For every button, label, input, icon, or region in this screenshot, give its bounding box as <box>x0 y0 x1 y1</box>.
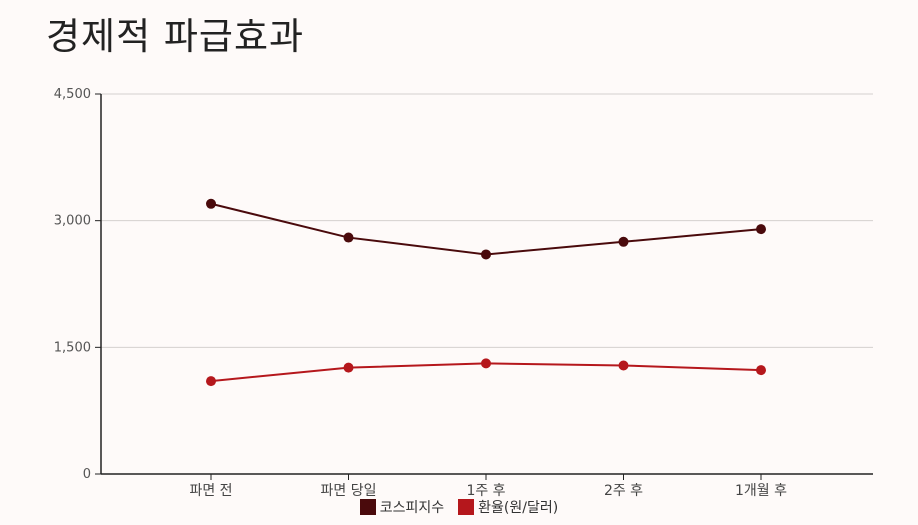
y-tick-label: 0 <box>83 467 91 482</box>
gridlines <box>101 93 873 348</box>
data-point[interactable] <box>756 365 766 376</box>
data-point[interactable] <box>618 360 629 371</box>
series-lines <box>210 202 762 383</box>
data-point[interactable] <box>756 224 766 235</box>
x-tick-label: 파면 당일 <box>321 483 377 499</box>
x-tick-label: 파면 전 <box>189 483 232 499</box>
legend-item-exchange-rate[interactable]: 환율(원/달러) <box>458 497 558 517</box>
y-tick-label: 4,500 <box>54 87 91 102</box>
data-point[interactable] <box>343 232 354 243</box>
y-tick-label: 1,500 <box>54 340 91 355</box>
legend-swatch-kospi <box>359 499 376 515</box>
legend-label-kospi: 코스피지수 <box>379 500 445 516</box>
data-point[interactable] <box>481 249 491 260</box>
legend-label-exchange-rate: 환율(원/달러) <box>478 500 559 516</box>
x-axis-ticks: 파면 전 파면 당일 1주 후 2주 후 1개월 후 <box>189 474 787 499</box>
data-point[interactable] <box>618 236 629 247</box>
y-axis-ticks: 0 1,500 3,000 4,500 <box>54 87 101 482</box>
data-point[interactable] <box>206 376 216 387</box>
legend-item-kospi[interactable]: 코스피지수 <box>359 497 445 517</box>
data-point[interactable] <box>343 362 354 373</box>
legend: 코스피지수 환율(원/달러) <box>0 497 918 517</box>
x-tick-label: 1주 후 <box>466 483 505 499</box>
legend-swatch-exchange-rate <box>458 499 475 515</box>
chart-title: 경제적 파급효과 <box>46 15 305 58</box>
y-tick-label: 3,000 <box>54 214 91 229</box>
data-point[interactable] <box>206 198 216 209</box>
series-points <box>206 198 766 387</box>
x-tick-label: 1개월 후 <box>735 483 787 499</box>
axes <box>100 94 873 475</box>
data-point[interactable] <box>481 358 491 369</box>
x-tick-label: 2주 후 <box>604 483 643 499</box>
series-line-0 <box>210 202 762 256</box>
